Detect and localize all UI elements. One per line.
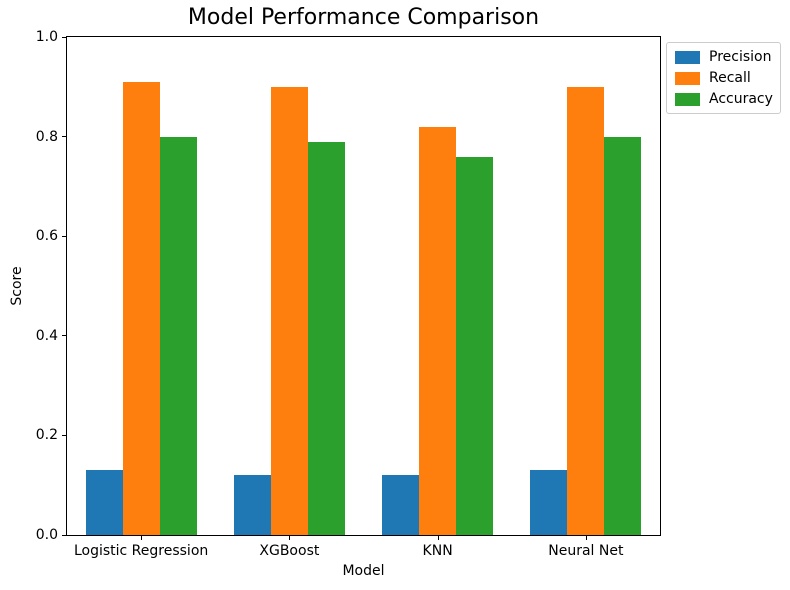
y-tick-mark [62, 534, 66, 536]
y-axis-label: Score [9, 266, 25, 306]
bar-precision-logistic-regression [85, 470, 123, 535]
x-tick-mark [141, 536, 143, 540]
plot-area [66, 36, 661, 536]
y-tick-mark [62, 335, 66, 337]
bar-precision-knn [382, 475, 420, 535]
bar-recall-knn [419, 126, 457, 535]
bar-precision-xgboost [233, 475, 271, 535]
x-tick-mark [585, 536, 587, 540]
bar-accuracy-xgboost [307, 141, 345, 535]
legend: Precision Recall Accuracy [666, 42, 781, 114]
x-tick-label-xgboost: XGBoost [259, 543, 320, 559]
bar-recall-logistic-regression [122, 81, 160, 535]
bar-accuracy-neural-net [604, 136, 642, 535]
legend-swatch-precision [675, 50, 700, 64]
y-tick-label: 0.8 [35, 128, 58, 145]
y-tick-label: 1.0 [35, 29, 58, 45]
legend-item-recall: Recall [675, 70, 772, 86]
y-tick-mark [62, 235, 66, 237]
y-tick-label: 0.0 [35, 527, 58, 543]
x-tick-label-logistic-regression: Logistic Regression [73, 543, 209, 559]
y-tick-label: 0.2 [35, 427, 58, 444]
y-tick-mark [62, 36, 66, 38]
y-tick-mark [62, 434, 66, 436]
y-tick-label: 0.6 [35, 228, 58, 245]
legend-label: Precision [709, 49, 772, 65]
bar-accuracy-knn [456, 156, 494, 535]
x-tick-label-neural-net: Neural Net [548, 543, 624, 559]
bar-recall-neural-net [567, 86, 605, 535]
legend-label: Recall [709, 70, 751, 86]
legend-swatch-recall [675, 71, 700, 85]
x-tick-mark [437, 536, 439, 540]
y-tick-label: 0.4 [35, 327, 58, 344]
bar-recall-xgboost [270, 86, 308, 535]
legend-item-accuracy: Accuracy [675, 91, 773, 107]
x-tick-label-knn: KNN [422, 543, 453, 559]
legend-item-precision: Precision [675, 49, 772, 65]
legend-label: Accuracy [709, 91, 773, 107]
x-axis-label: Model [342, 563, 385, 579]
chart-title: Model Performance Comparison [187, 5, 540, 30]
x-tick-mark [289, 536, 291, 540]
y-tick-mark [62, 136, 66, 138]
legend-swatch-accuracy [675, 92, 700, 106]
bar-accuracy-logistic-regression [159, 136, 197, 535]
bar-precision-neural-net [530, 470, 568, 535]
